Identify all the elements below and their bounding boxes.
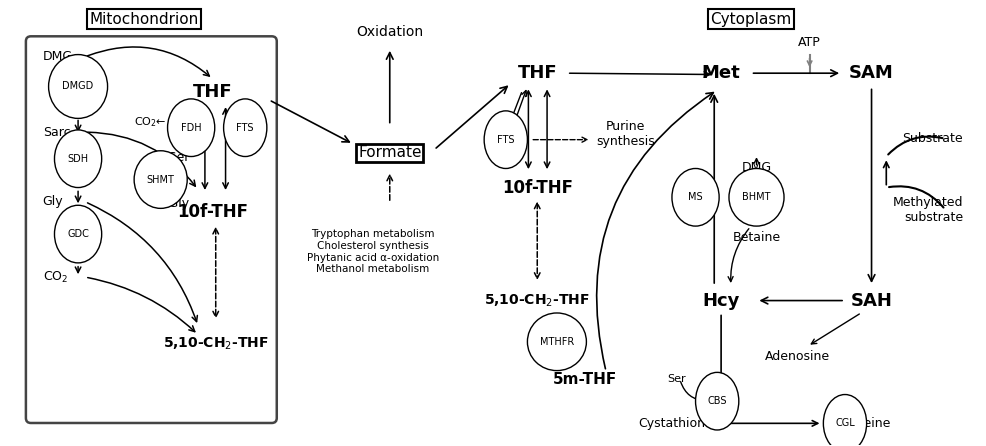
Text: Oxidation: Oxidation	[356, 25, 423, 39]
Ellipse shape	[729, 169, 784, 226]
Text: GDC: GDC	[67, 229, 89, 239]
Ellipse shape	[695, 372, 739, 430]
Text: ATP: ATP	[799, 36, 821, 49]
Text: Met: Met	[702, 64, 740, 82]
Text: Purine
synthesis: Purine synthesis	[597, 120, 655, 149]
Text: Sarc: Sarc	[42, 126, 70, 139]
Text: Tryptophan metabolism
Cholesterol synthesis
Phytanic acid α-oxidation
Methanol m: Tryptophan metabolism Cholesterol synthe…	[307, 229, 439, 274]
Ellipse shape	[134, 151, 187, 208]
Text: Methylated
substrate: Methylated substrate	[892, 196, 963, 224]
Ellipse shape	[671, 169, 719, 226]
Ellipse shape	[54, 130, 102, 187]
Text: DMG: DMG	[741, 161, 772, 174]
Text: 5m-THF: 5m-THF	[552, 372, 616, 387]
Text: BHMT: BHMT	[742, 192, 771, 202]
Ellipse shape	[54, 205, 102, 263]
Ellipse shape	[484, 111, 528, 169]
Text: SHMT: SHMT	[147, 174, 175, 185]
Text: 5,10-CH$_2$-THF: 5,10-CH$_2$-THF	[163, 335, 268, 352]
Ellipse shape	[168, 99, 215, 157]
Text: 5,10-CH$_2$-THF: 5,10-CH$_2$-THF	[484, 293, 590, 309]
Text: SAM: SAM	[849, 64, 894, 82]
Text: Adenosine: Adenosine	[765, 351, 830, 363]
Text: MTHFR: MTHFR	[539, 337, 574, 347]
Text: FTS: FTS	[497, 135, 515, 145]
Text: FDH: FDH	[180, 123, 201, 133]
Text: Formate: Formate	[358, 145, 421, 161]
Text: → Gly: → Gly	[154, 197, 189, 210]
Text: Ser: Ser	[668, 374, 686, 384]
Text: FTS: FTS	[237, 123, 254, 133]
Text: THF: THF	[193, 83, 233, 101]
Text: CO$_2$←: CO$_2$←	[134, 115, 167, 129]
Text: DMGD: DMGD	[62, 82, 94, 91]
Text: Hcy: Hcy	[702, 292, 740, 310]
Ellipse shape	[48, 54, 107, 118]
Text: → Ser: → Ser	[154, 151, 189, 164]
Text: Cytoplasm: Cytoplasm	[710, 12, 791, 27]
Text: Gly: Gly	[42, 195, 63, 208]
Text: 10f-THF: 10f-THF	[502, 179, 573, 198]
Ellipse shape	[528, 313, 587, 371]
Text: Substrate: Substrate	[902, 132, 963, 145]
Ellipse shape	[823, 395, 867, 446]
Text: SAH: SAH	[851, 292, 892, 310]
Text: Betaine: Betaine	[733, 231, 781, 244]
Text: CBS: CBS	[707, 396, 727, 406]
Text: 10f-THF: 10f-THF	[177, 203, 248, 221]
Text: THF: THF	[518, 64, 557, 82]
Text: DMG: DMG	[42, 50, 73, 63]
Text: SDH: SDH	[67, 154, 89, 164]
Text: Mitochondrion: Mitochondrion	[90, 12, 198, 27]
Text: CGL: CGL	[835, 418, 855, 428]
Text: MS: MS	[688, 192, 703, 202]
Text: Cystathionine: Cystathionine	[639, 417, 725, 430]
Text: CO$_2$: CO$_2$	[42, 269, 68, 285]
Ellipse shape	[224, 99, 267, 157]
Text: Cysteine: Cysteine	[836, 417, 891, 430]
